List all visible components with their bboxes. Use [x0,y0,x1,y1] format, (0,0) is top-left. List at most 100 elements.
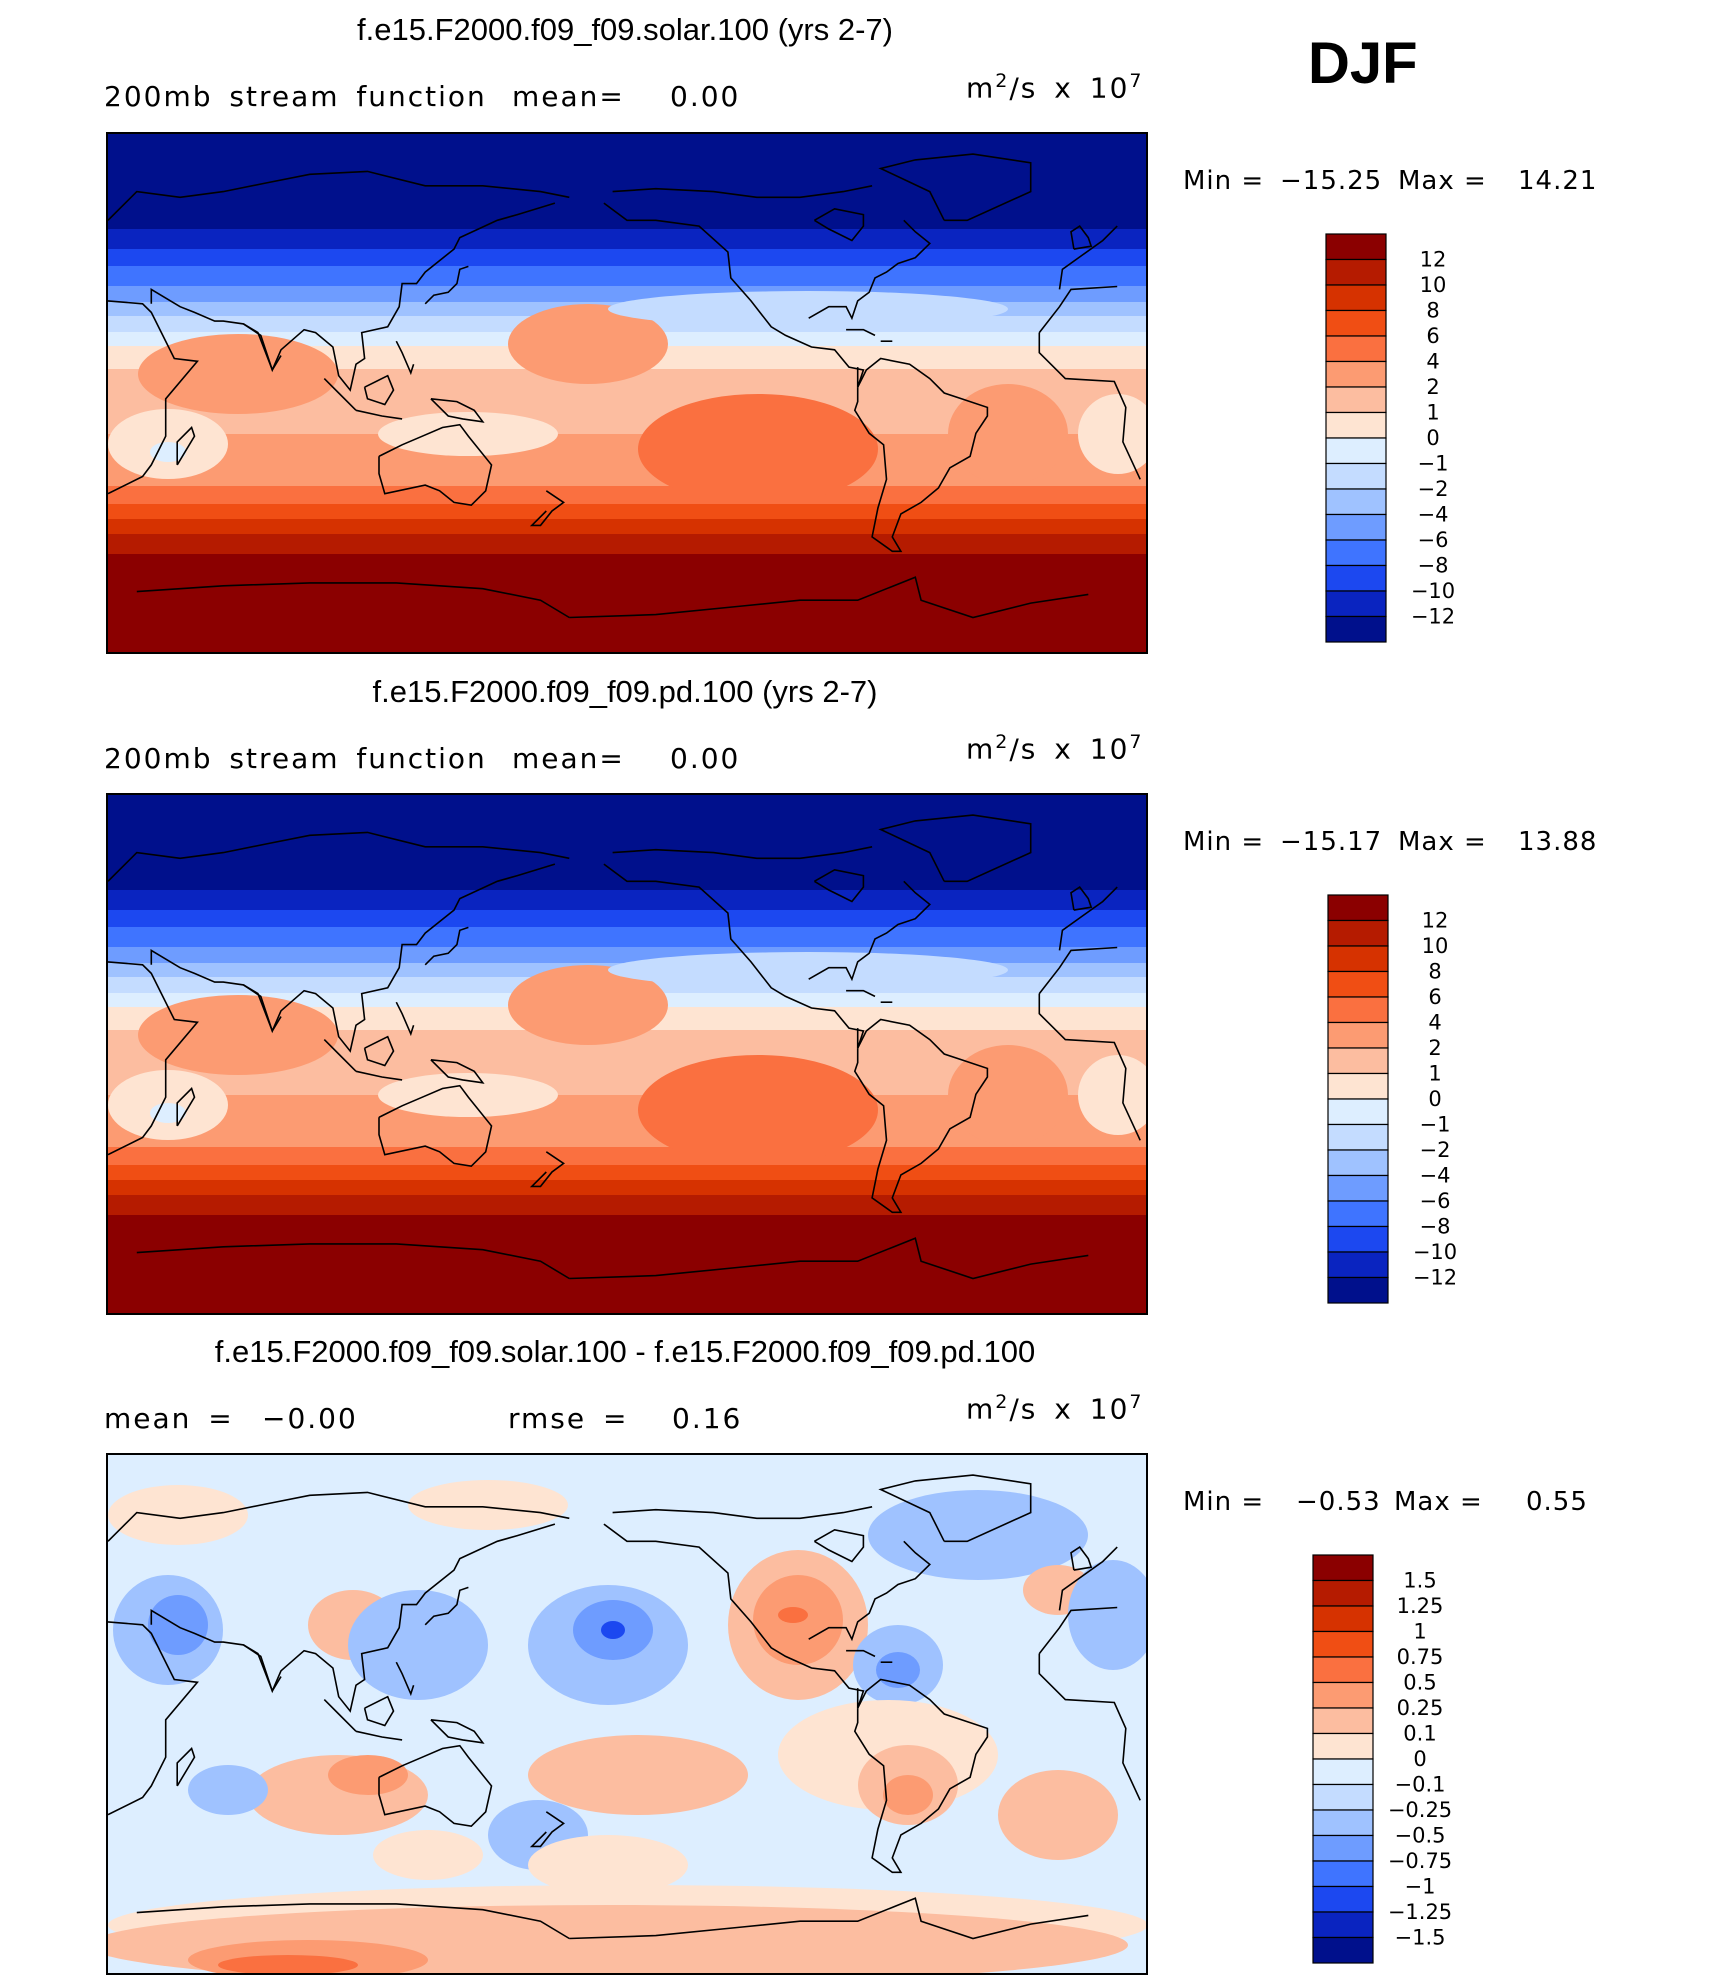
coastline [378,1084,493,1168]
colorbar-swatch [1325,233,1387,261]
colorbar-swatch [1312,1707,1374,1735]
coastline [363,1695,395,1727]
panel2-map [106,793,1148,1315]
field-band [108,910,1146,927]
coastline [108,1491,1118,1611]
field-blob [948,1045,1068,1145]
colorbar-swatch [1327,1047,1389,1075]
colorbar-tick-label: 8 [1428,960,1441,984]
colorbar-swatch [1325,590,1387,618]
colorbar-swatch [1325,284,1387,312]
colorbar-tick-label: −2 [1418,477,1449,501]
colorbar-tick-label: 0.75 [1397,1645,1444,1669]
colorbar-swatch [1312,1681,1374,1709]
colorbar-tick-label: −10 [1411,579,1455,603]
field-blob [138,334,338,414]
field-blob [188,1765,268,1815]
panel1-max-label: Max = [1398,166,1487,196]
colorbar-tick-label: 12 [1422,909,1449,933]
colorbar-swatch [1327,1276,1389,1304]
field-blob [601,1621,625,1639]
coastline [108,285,1141,495]
coastline [808,1540,932,1642]
coastline [853,1018,989,1214]
coastline [176,426,196,466]
field-blob [408,1480,568,1530]
colorbar-swatch [1325,462,1387,490]
coastline [243,1644,282,1693]
panel1-max-value: 14.21 [1518,166,1598,196]
coastline [136,1897,1089,1940]
colorbar-tick-label: −8 [1420,1215,1451,1239]
field-blob [778,1607,808,1623]
field-blob [508,965,668,1045]
coastline [136,576,1089,619]
colorbar-swatch [1325,539,1387,567]
colorbar-tick-label: −1 [1405,1875,1436,1899]
colorbar-swatch [1327,996,1389,1024]
field-band [108,534,1146,554]
colorbar-tick-label: 0.1 [1403,1722,1436,1746]
colorbar-tick-label: 8 [1426,299,1439,323]
colorbar-tick-label: −2 [1420,1138,1451,1162]
colorbar-swatch [1327,945,1389,973]
panel3-contour-map [108,1455,1146,1973]
colorbar-tick-label: 1 [1426,401,1439,425]
colorbar-swatch [1327,1123,1389,1151]
coastline [612,1506,873,1520]
field-band [108,1180,1146,1195]
colorbar-swatch [1325,258,1387,286]
colorbar-tick-label: −1.5 [1395,1926,1446,1950]
colorbar-swatch [1327,919,1389,947]
coastline [424,1586,469,1626]
coastline [243,984,282,1033]
field-band [108,286,1146,302]
colorbar-tick-label: −8 [1418,554,1449,578]
field-band [108,554,1146,652]
field-band [108,249,1146,266]
coastline [846,328,876,337]
colorbar-swatch [1325,360,1387,388]
colorbar-tick-label: −1 [1418,452,1449,476]
coastline [529,1811,565,1848]
colorbar-tick-label: −1 [1420,1113,1451,1137]
colorbar-tick-label: −0.75 [1388,1849,1452,1873]
coastline [378,1744,493,1828]
coastline [243,323,282,372]
colorbar-tick-label: −12 [1413,1266,1457,1290]
coastline [1070,225,1093,250]
panel1-title: f.e15.F2000.f09_f09.solar.100 (yrs 2-7) [357,12,893,47]
field-blob [348,1590,488,1700]
colorbar-tick-label: 0 [1413,1747,1426,1771]
colorbar-swatch [1312,1656,1374,1684]
field-band [108,1165,1146,1180]
panel2-max-value: 13.88 [1518,827,1598,857]
field-band [108,1215,1146,1313]
colorbar-tick-label: −4 [1418,503,1449,527]
coastline [878,1474,1032,1543]
coastline [323,378,357,411]
coastline [176,1087,196,1127]
panel1-variable-label: 200mb stream function [104,80,487,113]
colorbar-swatch [1327,1251,1389,1279]
coastline [1070,886,1093,911]
colorbar-tick-label: 2 [1426,375,1439,399]
field-blob [378,1073,558,1117]
coastline [430,398,485,423]
panel1-colorbar: 12 10 8 6 4 2 1 0 −1 −2 −4 −6 −8 −10 −12 [1325,233,1535,650]
colorbar-tick-label: 12 [1420,248,1447,272]
coastline [363,374,395,406]
colorbar-swatch [1327,1174,1389,1202]
panel3-min-value: −0.53 [1296,1487,1381,1517]
colorbar-swatch [1327,1149,1389,1177]
coastline [108,1606,1141,1816]
field-blob [528,1835,688,1895]
coastline [108,170,1118,290]
coastline [813,1528,865,1563]
panel2-title: f.e15.F2000.f09_f09.pd.100 (yrs 2-7) [372,674,878,709]
colorbar-swatch [1327,1021,1389,1049]
colorbar-swatch [1325,488,1387,516]
colorbar-swatch [1325,335,1387,363]
coastline [813,207,865,242]
coastline [355,409,403,420]
